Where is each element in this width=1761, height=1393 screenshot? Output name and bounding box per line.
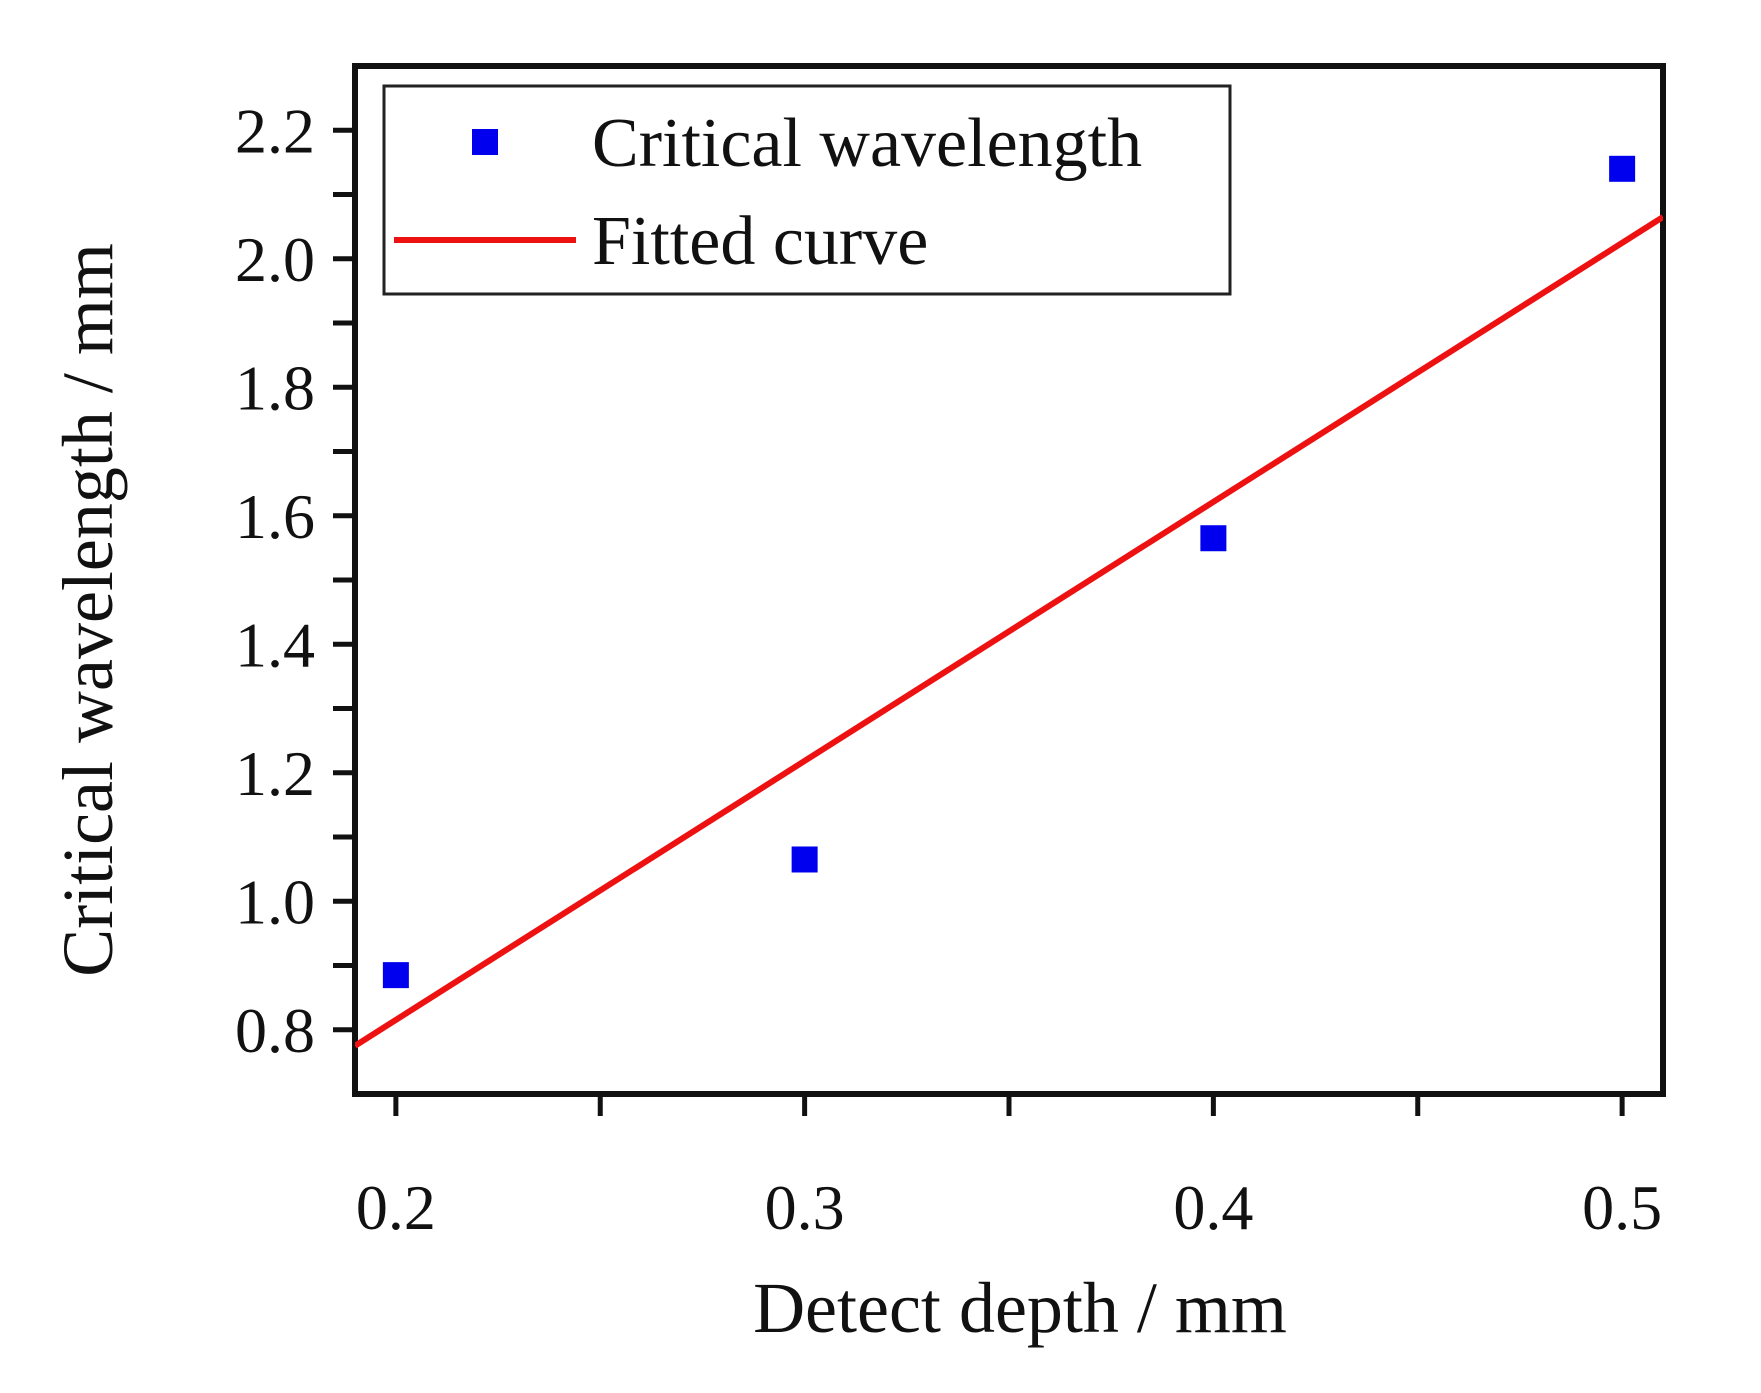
x-tick-label: 0.3	[765, 1172, 845, 1243]
axis-ticks	[333, 127, 1625, 1116]
data-point-3	[1200, 525, 1227, 552]
y-tick-label: 0.8	[235, 995, 315, 1066]
y-tick-label: 2.2	[235, 95, 315, 166]
legend: Critical wavelength Fitted curve	[382, 84, 1232, 296]
data-point-1	[382, 962, 409, 989]
y-tick-label: 1.8	[235, 352, 315, 423]
y-axis-title: Critical wavelength / mm	[48, 243, 128, 977]
x-tick-label: 0.4	[1173, 1172, 1253, 1243]
legend-marker-critical-wavelength	[472, 129, 498, 155]
legend-label-critical-wavelength: Critical wavelength	[592, 105, 1142, 182]
y-tick-label: 1.0	[235, 866, 315, 937]
y-tick-label: 2.0	[235, 224, 315, 295]
fitted-curve-line	[355, 214, 1663, 1049]
x-tick-label: 0.5	[1582, 1172, 1662, 1243]
y-tick-label: 1.6	[235, 481, 315, 552]
x-tick-label: 0.2	[356, 1172, 436, 1243]
y-tick-label: 1.4	[235, 609, 315, 680]
legend-label-fitted-curve: Fitted curve	[592, 203, 928, 280]
data-point-4	[1609, 155, 1636, 182]
x-axis-title: Detect depth / mm	[753, 1268, 1287, 1348]
data-point-2	[791, 846, 818, 873]
y-tick-label: 1.2	[235, 738, 315, 809]
legend-box	[382, 84, 1232, 296]
tick-labels: 0.2 0.3 0.4 0.5 0.8 1.0 1.2 1.4 1.6 1.8 2.0 2.2	[235, 95, 1662, 1243]
